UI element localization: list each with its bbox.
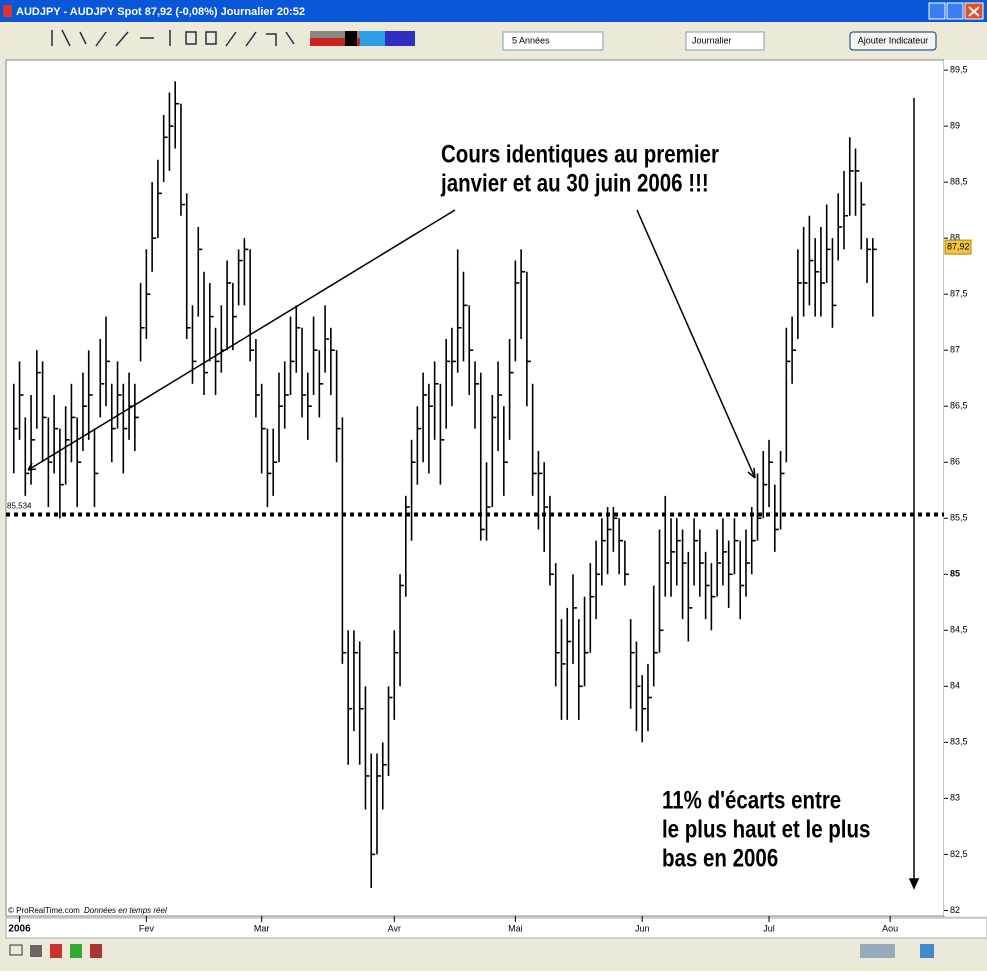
title-bar (0, 0, 987, 22)
footer-source: © ProRealTime.com (8, 906, 80, 915)
x-tick-label: Fev (139, 923, 155, 933)
drawing-tools[interactable] (51, 29, 295, 47)
period-label: 5 Années (512, 35, 550, 45)
x-tick-label: Mar (254, 923, 270, 933)
annotation: bas en 2006 (662, 844, 778, 872)
y-axis-area (944, 60, 987, 916)
app-icon (3, 5, 12, 17)
y-tick-label: 85,5 (950, 513, 968, 523)
x-axis-area (5, 917, 987, 939)
bottom-toolbar[interactable] (9, 944, 934, 958)
annotation: Cours identiques au premier (441, 140, 719, 168)
y-tick-label: 89,5 (950, 64, 968, 74)
y-tick-label: 83 (950, 793, 960, 803)
x-tick-label: Aou (882, 923, 898, 933)
interval-label: Journalier (692, 35, 732, 45)
annotation: le plus haut et le plus (662, 815, 870, 843)
range-arrow (908, 98, 920, 890)
minimize[interactable] (928, 2, 946, 20)
annotation: janvier et au 30 juin 2006 !!! (440, 169, 709, 197)
y-tick-label: 86,5 (950, 401, 968, 411)
add-indicator-button[interactable] (849, 31, 937, 51)
y-tick-label: 88,5 (950, 177, 968, 187)
window-title: AUDJPY - AUDJPY Spot 87,92 (-0,08%) Jour… (16, 6, 305, 18)
y-tick-label: 86 (950, 457, 960, 467)
annotation: 11% d'écarts entre (662, 786, 841, 814)
x-tick-label: Avr (388, 923, 401, 933)
x-tick-label: Mai (508, 923, 523, 933)
reference-label: 85,534 (7, 502, 32, 511)
color-palette[interactable] (310, 31, 415, 46)
x-tick-label: Jul (763, 923, 775, 933)
x-tick-label: 2006 (8, 924, 31, 935)
y-tick-label: 89 (950, 120, 960, 130)
y-tick-label: 84,5 (950, 625, 968, 635)
y-tick-label: 88 (950, 233, 960, 243)
y-tick-label: 87,5 (950, 289, 968, 299)
x-tick-label: Jun (635, 923, 650, 933)
add-indicator-label: Ajouter Indicateur (858, 35, 929, 45)
y-tick-label: 85 (950, 569, 960, 579)
y-tick-label: 84 (950, 681, 960, 691)
last-price-box (944, 239, 972, 255)
last-price-label: 87,92 (947, 241, 970, 251)
y-tick-label: 87 (950, 345, 960, 355)
plot-area (5, 59, 945, 917)
close-icon (968, 6, 980, 17)
maximize[interactable] (946, 2, 964, 20)
y-tick-label: 82,5 (950, 849, 968, 859)
y-tick-label: 83,5 (950, 737, 968, 747)
y-tick-label: 82 (950, 905, 960, 915)
period-select[interactable] (502, 31, 604, 51)
footer-note: Données en temps réel (84, 906, 167, 915)
annotation-arrow (636, 209, 756, 479)
interval-select[interactable] (685, 31, 765, 51)
